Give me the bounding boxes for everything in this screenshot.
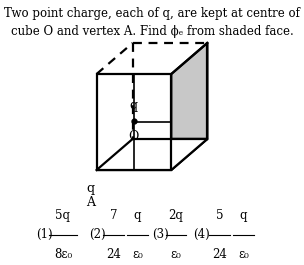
- Text: 24: 24: [212, 248, 227, 261]
- Text: 2q: 2q: [169, 209, 184, 222]
- Text: Two point charge, each of q, are kept at centre of: Two point charge, each of q, are kept at…: [4, 7, 300, 20]
- Text: ε₀: ε₀: [132, 248, 143, 261]
- Text: 8ε₀: 8ε₀: [54, 248, 72, 261]
- Text: O: O: [129, 130, 139, 143]
- Text: (1): (1): [36, 228, 53, 241]
- Text: (4): (4): [193, 228, 210, 241]
- Text: (3): (3): [152, 228, 169, 241]
- Text: 24: 24: [106, 248, 121, 261]
- Text: q: q: [130, 99, 138, 112]
- Text: 5q: 5q: [55, 209, 70, 222]
- Text: q: q: [87, 182, 95, 195]
- Text: 7: 7: [110, 209, 117, 222]
- Text: A: A: [86, 196, 95, 209]
- Polygon shape: [97, 74, 171, 170]
- Text: ε₀: ε₀: [171, 248, 181, 261]
- Text: ε₀: ε₀: [238, 248, 249, 261]
- Text: cube O and vertex A. Find ϕₑ from shaded face.: cube O and vertex A. Find ϕₑ from shaded…: [11, 25, 293, 38]
- Polygon shape: [171, 43, 207, 170]
- Text: (2): (2): [89, 228, 106, 241]
- Text: q: q: [134, 209, 141, 222]
- Polygon shape: [97, 139, 207, 170]
- Text: q: q: [240, 209, 247, 222]
- Text: 5: 5: [216, 209, 223, 222]
